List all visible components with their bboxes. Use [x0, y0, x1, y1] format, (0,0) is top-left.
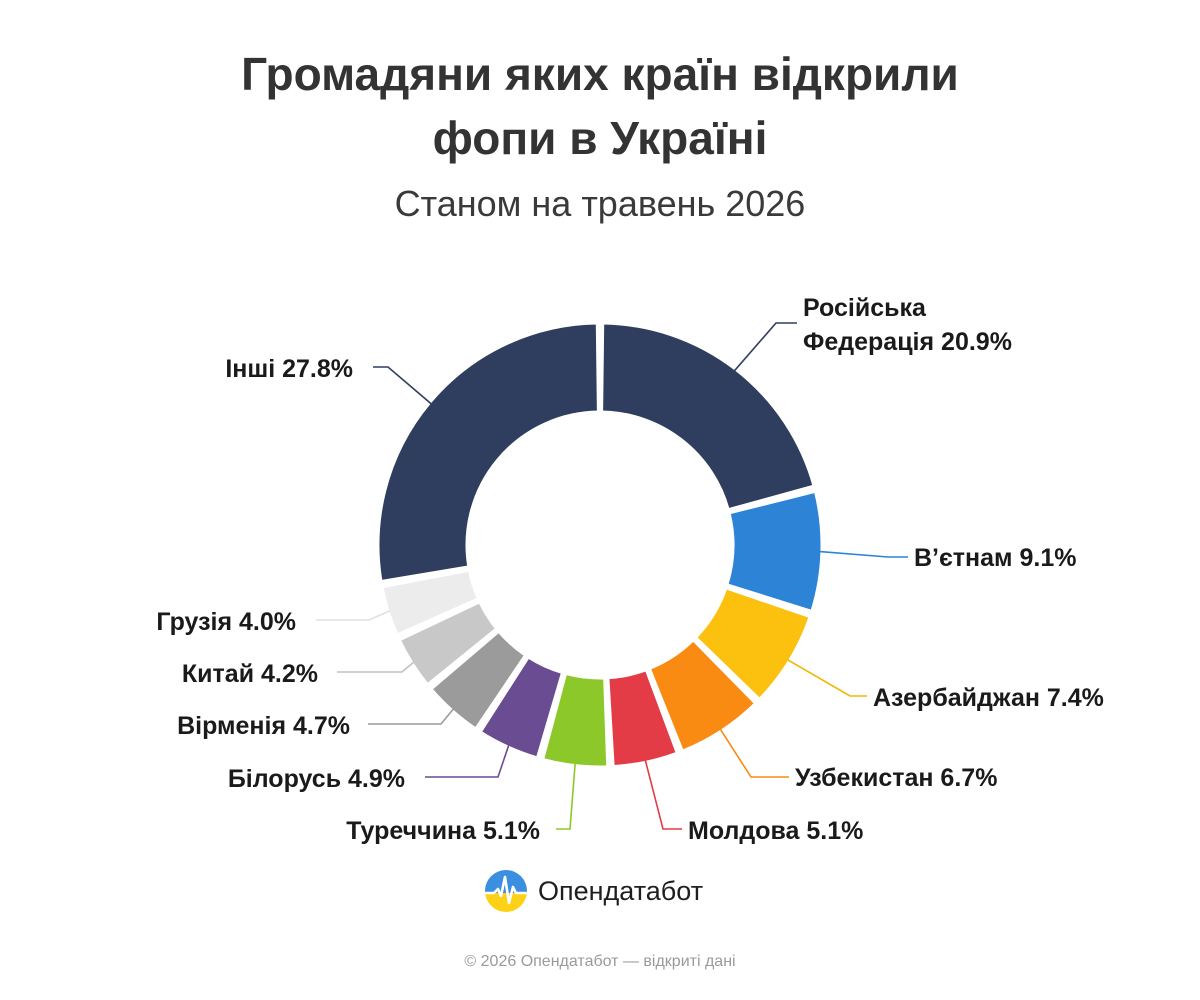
leader-line-others — [373, 366, 432, 405]
slice-azerbaijan — [694, 586, 812, 701]
slice-turkey — [541, 671, 610, 769]
leader-line-uzbekistan — [719, 728, 789, 778]
slice-vietnam — [725, 489, 824, 613]
footer-copyright: © 2026 Опендатабот — відкриті дані — [464, 953, 736, 970]
leader-line-moldova — [644, 760, 682, 830]
leader-line-russia — [733, 322, 797, 372]
slice-others — [376, 321, 600, 584]
slice-label-armenia: Вірменія 4.7% — [177, 712, 350, 740]
leader-line-china — [337, 661, 415, 673]
slice-georgia — [380, 568, 480, 637]
leader-line-armenia — [368, 708, 454, 725]
chart-title: Громадяни яких країн відкрили фопи в Укр… — [241, 48, 959, 164]
opendatabot-logo-icon — [485, 870, 527, 912]
logo-text: Опендатабот — [538, 875, 704, 906]
leader-line-turkey — [556, 763, 576, 830]
slice-label-azerbaijan: Азербайджан 7.4% — [873, 684, 1104, 712]
slice-china — [397, 600, 499, 687]
slice-uzbekistan — [647, 638, 758, 753]
slice-label-vietnam: В’єтнам 9.1% — [914, 544, 1076, 572]
brand-logo: Опендатабот — [484, 868, 703, 914]
slice-armenia — [429, 629, 528, 731]
slice-label-china: Китай 4.2% — [182, 660, 318, 688]
slice-belarus — [478, 655, 565, 760]
slice-label-turkey: Туреччина 5.1% — [346, 817, 540, 845]
leader-line-georgia — [316, 610, 391, 621]
slice-label-uzbekistan: Узбекистан 6.7% — [795, 764, 997, 792]
slice-moldova — [606, 668, 679, 769]
slice-label-russia: Російська Федерація 20.9% — [803, 294, 1012, 356]
slice-label-belarus: Білорусь 4.9% — [228, 765, 405, 793]
slice-label-moldova: Молдова 5.1% — [688, 817, 863, 845]
leader-line-vietnam — [819, 550, 908, 558]
slice-label-georgia: Грузія 4.0% — [156, 608, 296, 636]
chart-subtitle: Станом на травень 2026 — [394, 183, 806, 224]
leader-line-azerbaijan — [787, 659, 867, 697]
slice-label-others: Інші 27.8% — [225, 355, 353, 383]
leader-line-belarus — [425, 744, 510, 778]
slice-russia — [600, 321, 816, 512]
